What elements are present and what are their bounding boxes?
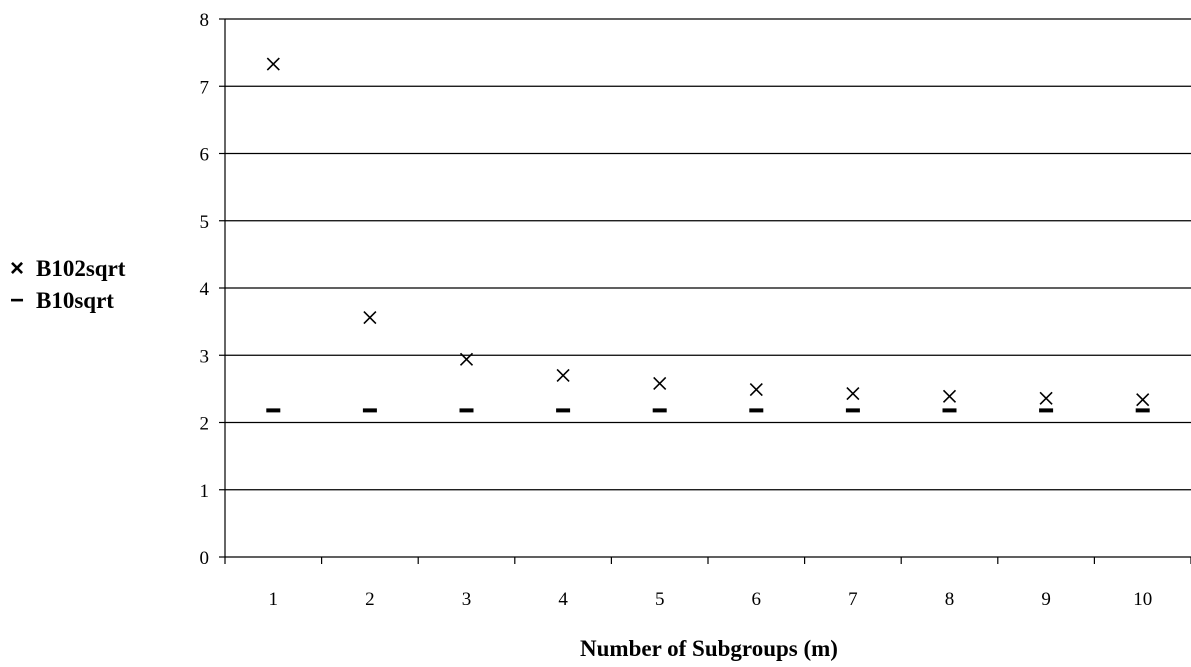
y-tick-label: 3 xyxy=(200,346,210,367)
series-b102sqrt xyxy=(266,57,1150,407)
point-b102sqrt xyxy=(942,389,957,403)
axes: 0 1 2 3 4 5 6 7 8 1 2 3 4 5 6 7 8 9 10 xyxy=(200,10,1191,610)
x-tick-label: 2 xyxy=(365,589,375,610)
point-b102sqrt xyxy=(653,376,667,391)
point-b102sqrt xyxy=(266,57,280,71)
point-b10sqrt xyxy=(362,408,377,413)
legend-item-b102sqrt: × B102sqrt xyxy=(10,255,126,282)
point-b10sqrt xyxy=(845,408,860,413)
x-tick-label: 8 xyxy=(945,589,955,610)
x-tick-label: 6 xyxy=(752,589,762,610)
point-b102sqrt xyxy=(1136,393,1150,407)
data-series xyxy=(266,57,1150,413)
legend-marker-x-icon: × xyxy=(10,255,24,282)
point-b10sqrt xyxy=(266,408,281,413)
series-b10sqrt xyxy=(266,408,1150,413)
point-b102sqrt xyxy=(1039,391,1053,405)
point-b10sqrt xyxy=(556,408,571,413)
point-b10sqrt xyxy=(1039,408,1054,413)
y-tick-label: 4 xyxy=(200,279,210,300)
y-tick-label: 1 xyxy=(200,481,210,502)
point-b10sqrt xyxy=(749,408,764,413)
y-tick-label: 8 xyxy=(200,10,210,31)
y-tick-label: 7 xyxy=(200,77,210,98)
point-b102sqrt xyxy=(556,368,570,382)
y-tick-label: 6 xyxy=(200,145,210,166)
y-tick-label: 5 xyxy=(200,212,210,233)
point-b102sqrt xyxy=(363,311,377,325)
x-tick-label: 3 xyxy=(462,589,472,610)
legend-marker-dash-icon: − xyxy=(10,287,24,314)
legend-label-b10sqrt: B10sqrt xyxy=(36,288,114,313)
point-b10sqrt xyxy=(459,408,474,413)
x-tick-label: 7 xyxy=(848,589,858,610)
x-axis-title: Number of Subgroups (m) xyxy=(580,636,838,661)
point-b102sqrt xyxy=(846,387,860,401)
x-tick-label: 4 xyxy=(558,589,568,610)
y-tick-label: 0 xyxy=(200,548,210,569)
point-b102sqrt xyxy=(749,382,763,397)
x-tick-label: 1 xyxy=(269,589,279,610)
point-b10sqrt xyxy=(942,408,957,413)
point-b102sqrt xyxy=(459,352,474,366)
point-b10sqrt xyxy=(652,408,667,413)
legend: × B102sqrt − B10sqrt xyxy=(10,255,126,314)
legend-label-b102sqrt: B102sqrt xyxy=(36,256,126,281)
x-tick-label: 9 xyxy=(1041,589,1051,610)
y-tick-label: 2 xyxy=(200,414,210,435)
legend-item-b10sqrt: − B10sqrt xyxy=(10,287,114,314)
x-tick-label: 5 xyxy=(655,589,665,610)
grid-lines xyxy=(225,18,1191,491)
x-tick-label: 10 xyxy=(1133,589,1152,610)
point-b10sqrt xyxy=(1135,408,1150,413)
